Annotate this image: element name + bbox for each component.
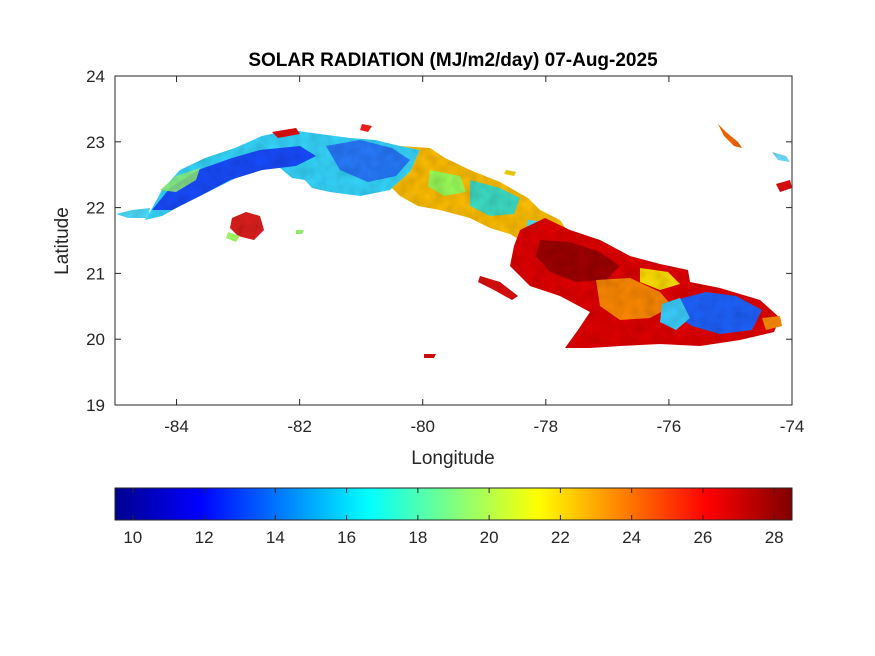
y-tick-label: 22 xyxy=(86,199,105,218)
isla-green-patch xyxy=(226,232,240,242)
x-tick-label: -74 xyxy=(780,417,805,436)
colorbar-tick-label: 22 xyxy=(551,528,570,547)
northern-keys xyxy=(360,124,372,132)
western-green-band xyxy=(160,168,200,192)
central-cyan-patch xyxy=(470,180,520,216)
colorbar-tick-label: 18 xyxy=(408,528,427,547)
y-tick-label: 19 xyxy=(86,396,105,415)
northwest-red-strip xyxy=(272,128,300,138)
y-tick-label: 21 xyxy=(86,264,105,283)
central-green-patch xyxy=(428,170,466,196)
central-blue-patch xyxy=(326,140,410,182)
isla-de-la-juventud xyxy=(230,212,264,240)
south-islet xyxy=(424,354,436,358)
cayo-islet xyxy=(296,230,304,234)
west-tip xyxy=(116,208,150,218)
colorbar-ticks: 10 12 14 16 18 20 22 24 26 28 xyxy=(123,488,784,547)
eastern-yellow-patch xyxy=(640,268,680,290)
x-tick-label: -84 xyxy=(164,417,189,436)
colorbar xyxy=(114,487,793,521)
colorbar-tick-label: 16 xyxy=(337,528,356,547)
y-tick-label: 24 xyxy=(86,67,105,86)
x-tick-label: -80 xyxy=(410,417,435,436)
eastern-orange-patch xyxy=(596,278,672,320)
x-tick-label: -76 xyxy=(657,417,682,436)
y-axis-title: Latitude xyxy=(52,207,73,275)
colorbar-tick-label: 10 xyxy=(123,528,142,547)
far-east-cyan-patch xyxy=(660,298,690,330)
north-cays xyxy=(504,170,516,176)
bahamas-islet-2 xyxy=(772,152,790,162)
x-tick-label: -78 xyxy=(534,417,559,436)
plot-area xyxy=(114,75,793,406)
colorbar-tick-label: 26 xyxy=(693,528,712,547)
colorbar-tick-label: 28 xyxy=(765,528,784,547)
far-east-blue-patch xyxy=(674,292,762,334)
y-tick-label: 23 xyxy=(86,133,105,152)
bahamas-islet-3 xyxy=(776,180,792,192)
colorbar-tick-label: 20 xyxy=(480,528,499,547)
bahamas-islet-1 xyxy=(718,124,742,148)
southern-keys xyxy=(478,276,518,300)
map-title: SOLAR RADIATION (MJ/m2/day) 07-Aug-2025 xyxy=(248,50,658,71)
y-axis-ticks: 19 20 21 22 23 24 xyxy=(86,67,792,415)
colorbar-tick-label: 24 xyxy=(622,528,641,547)
cuba-radiation-field xyxy=(116,124,792,358)
western-blue-patch xyxy=(152,146,316,210)
x-tick-label: -82 xyxy=(287,417,312,436)
x-axis-title: Longitude xyxy=(411,448,494,469)
y-tick-label: 20 xyxy=(86,330,105,349)
colorbar-tick-label: 14 xyxy=(266,528,285,547)
colorbar-tick-label: 12 xyxy=(195,528,214,547)
far-east-tip xyxy=(762,316,782,330)
eastern-dark-red-patch xyxy=(536,240,620,282)
x-axis-ticks: -84 -82 -80 -78 -76 -74 xyxy=(164,76,804,436)
